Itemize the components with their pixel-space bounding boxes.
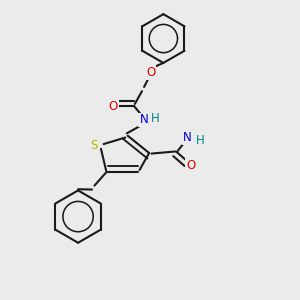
Text: S: S bbox=[90, 139, 97, 152]
Text: O: O bbox=[186, 159, 196, 172]
Text: H: H bbox=[196, 134, 205, 147]
Text: N: N bbox=[183, 131, 192, 144]
Text: O: O bbox=[146, 66, 155, 79]
Text: N: N bbox=[140, 113, 148, 127]
Text: H: H bbox=[151, 112, 160, 125]
Text: O: O bbox=[109, 100, 118, 112]
